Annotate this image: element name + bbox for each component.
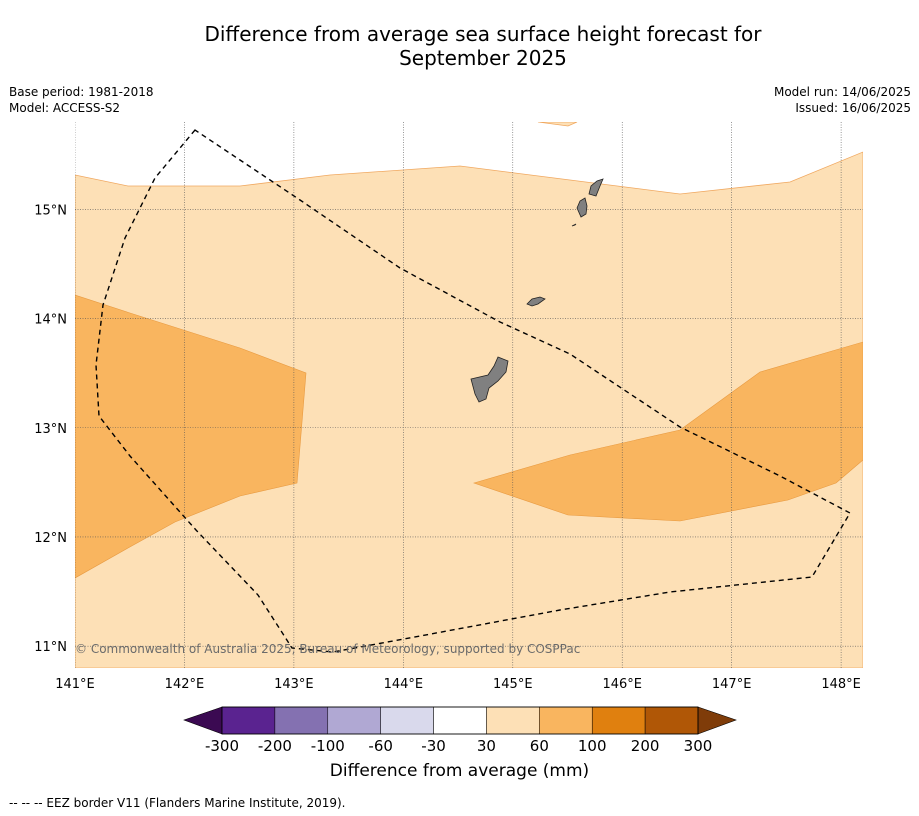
colorbar-cell — [591, 706, 646, 735]
lon-tick-labels: 141°E 142°E 143°E 144°E 145°E 146°E 147°E 148°E — [55, 677, 861, 692]
lat-tick-label: 13°N — [34, 422, 67, 437]
lat-tick-label: 14°N — [34, 313, 67, 328]
grid-lines — [75, 122, 863, 668]
copyright-notice: © Commonwealth of Australia 2025, Bureau… — [75, 642, 580, 656]
colorbar-frame — [221, 706, 699, 735]
lon-tick-label: 146°E — [602, 677, 642, 692]
colorbar-tick-label: 100 — [578, 737, 607, 755]
colorbar-cell — [486, 706, 540, 735]
colorbar-cells — [221, 706, 699, 735]
lon-tick-label: 148°E — [821, 677, 861, 692]
lat-tick-label: 11°N — [34, 640, 67, 655]
colorbar-tick-label: 30 — [477, 737, 496, 755]
colorbar-high-extend — [697, 706, 737, 735]
band-60-100-west — [75, 294, 307, 579]
aguijan-island — [571, 223, 577, 227]
colorbar-cell — [539, 706, 593, 735]
meta-right: Model run: 14/06/2025 Issued: 16/06/2025 — [774, 84, 911, 116]
colorbar-tick-labels: -300 -200 -100 -60 -30 30 60 100 200 300 — [205, 737, 712, 755]
band-30-60-region — [75, 151, 863, 668]
lon-tick-label: 143°E — [274, 677, 314, 692]
ssh-anomaly-field — [75, 122, 863, 668]
model-run: Model run: 14/06/2025 — [773, 85, 911, 99]
title-line-1: Difference from average sea surface heig… — [204, 22, 762, 46]
saipan-island — [588, 178, 604, 197]
lon-tick-label: 144°E — [384, 677, 424, 692]
colorbar-tick-label: -30 — [421, 737, 446, 755]
meta-left: Base period: 1981-2018 Model: ACCESS-S2 — [9, 84, 154, 116]
title-line-2: September 2025 — [399, 46, 567, 70]
tinian-island — [576, 197, 588, 218]
colorbar-cell — [644, 706, 699, 735]
model-name: Model: ACCESS-S2 — [9, 101, 121, 115]
lat-tick-labels: 11°N 12°N 13°N 14°N 15°N — [34, 203, 67, 655]
colorbar-low-extend — [183, 706, 223, 735]
guam-island — [470, 356, 509, 403]
eez-footnote: -- -- -- EEZ border V11 (Flanders Marine… — [9, 796, 346, 810]
colorbar-cell — [327, 706, 381, 735]
colorbar-tick-label: -300 — [205, 737, 239, 755]
colorbar-cell — [221, 706, 276, 735]
rota-island — [526, 296, 546, 307]
land-islands — [470, 178, 604, 403]
colorbar-cell — [380, 706, 434, 735]
lon-tick-label: 145°E — [493, 677, 533, 692]
colorbar-tick-label: -100 — [311, 737, 345, 755]
lat-tick-label: 12°N — [34, 531, 67, 546]
colorbar-cell — [433, 706, 487, 735]
lat-tick-label: 15°N — [34, 203, 67, 218]
colorbar-cell — [274, 706, 329, 735]
map-title: Difference from average sea surface heig… — [0, 22, 919, 70]
colorbar-tick-label: 60 — [530, 737, 549, 755]
base-period: Base period: 1981-2018 — [9, 85, 154, 99]
lon-tick-label: 141°E — [55, 677, 95, 692]
colorbar-label: Difference from average (mm) — [329, 761, 590, 781]
lon-tick-label: 142°E — [165, 677, 205, 692]
lon-tick-label: 147°E — [712, 677, 752, 692]
colorbar-tick-label: 300 — [684, 737, 713, 755]
colorbar-tick-label: -60 — [368, 737, 393, 755]
colorbar-tick-label: 200 — [631, 737, 660, 755]
band-30-60-patch-north — [537, 122, 578, 127]
colorbar: -300 -200 -100 -60 -30 30 60 100 200 300 — [183, 706, 737, 755]
band-60-100-east — [473, 341, 863, 522]
issued-date: Issued: 16/06/2025 — [795, 101, 911, 115]
colorbar-tick-label: -200 — [258, 737, 292, 755]
